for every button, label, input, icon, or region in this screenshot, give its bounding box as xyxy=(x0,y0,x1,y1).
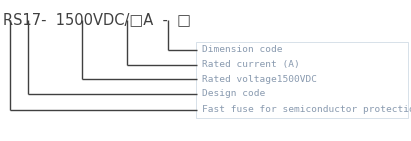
Text: RS17-  1500VDC/□A  -  □: RS17- 1500VDC/□A - □ xyxy=(3,12,191,27)
Text: Design code: Design code xyxy=(202,90,265,99)
Text: Rated voltage1500VDC: Rated voltage1500VDC xyxy=(202,74,317,83)
Text: Dimension code: Dimension code xyxy=(202,46,282,55)
Text: Rated current (A): Rated current (A) xyxy=(202,60,300,70)
Text: Fast fuse for semiconductor protection: Fast fuse for semiconductor protection xyxy=(202,105,411,114)
Bar xyxy=(196,42,408,118)
